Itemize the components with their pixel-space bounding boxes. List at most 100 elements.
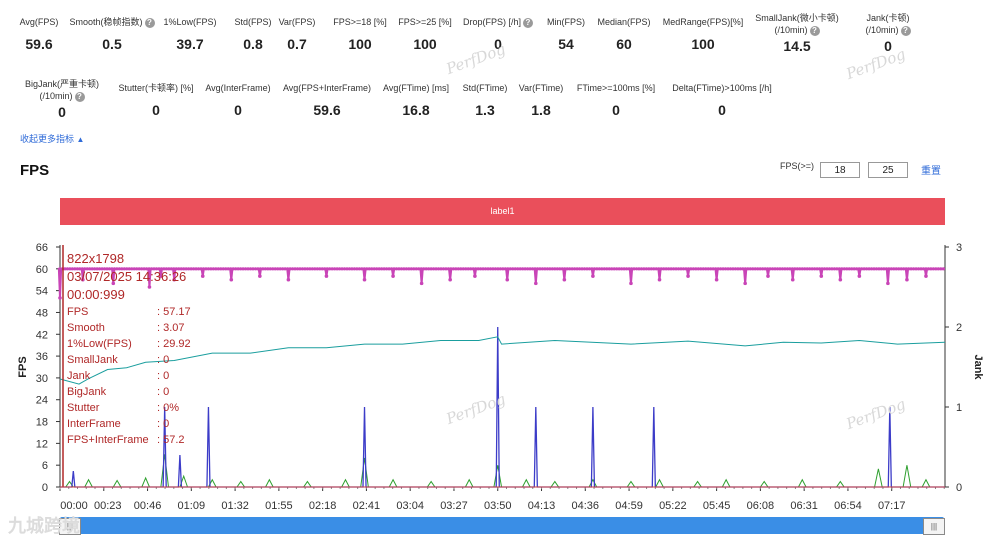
fps-point (142, 267, 146, 271)
y-tick-label: 30 (36, 373, 48, 385)
fps-point (206, 267, 211, 271)
fps-dip-point (200, 274, 205, 278)
fps-point (278, 267, 282, 271)
y-tick-label: 36 (36, 351, 48, 363)
fps-point (444, 267, 448, 271)
scroll-handle-right[interactable]: ||| (923, 518, 945, 535)
help-icon[interactable]: ? (900, 25, 911, 36)
fps-dip-point (790, 277, 795, 282)
metric-var-fps: Var(FPS) 0.7 (237, 12, 357, 52)
label-band[interactable]: label1 (60, 198, 945, 225)
fps-dip-point (229, 277, 234, 282)
collapse-metrics-link[interactable]: 收起更多指标 ▲ (20, 132, 84, 145)
fps-point (808, 267, 812, 271)
fps-point (300, 267, 305, 271)
fps-point (503, 267, 507, 271)
fps-point (219, 267, 223, 271)
fps-point (884, 267, 888, 271)
fps-point (466, 267, 470, 271)
fps-point (907, 267, 911, 271)
fps-point (298, 267, 302, 271)
fps-point (397, 267, 401, 271)
series-smooth (60, 454, 945, 488)
fps-dip-point (391, 274, 395, 278)
fps-point (553, 267, 557, 271)
fps-point (706, 267, 710, 271)
fps-point (530, 267, 535, 271)
fps-point (239, 267, 243, 271)
x-tick-label: 00:46 (134, 500, 162, 512)
threshold-low-input[interactable] (820, 162, 860, 178)
metric-bigjank: BigJank(严重卡顿) (/10min)? 0 (2, 78, 122, 120)
help-icon[interactable]: ? (144, 17, 155, 28)
fps-dip-point (857, 274, 862, 278)
fps-point (533, 267, 537, 271)
fps-point (694, 267, 698, 271)
fps-point (624, 267, 629, 271)
fps-point (627, 267, 631, 271)
fps-point (526, 267, 530, 271)
fps-point (827, 267, 832, 271)
fps-point (825, 267, 829, 271)
fps-point (187, 267, 191, 271)
timeline-scrollbar[interactable] (60, 517, 944, 534)
fps-point (454, 267, 458, 271)
x-tick-label: 04:36 (572, 500, 600, 512)
x-tick-label: 05:45 (703, 500, 731, 512)
fps-point (929, 267, 933, 271)
metric-fps-18: FPS>=18 [%] 100 (300, 12, 420, 52)
fps-point (805, 267, 809, 271)
fps-point (224, 267, 228, 271)
fps-point (736, 267, 740, 271)
fps-point (934, 267, 938, 271)
fps-point (882, 267, 886, 271)
fps-point (221, 267, 225, 271)
fps-point (783, 267, 787, 271)
metric-label: MedRange(FPS)[%] (662, 17, 744, 27)
fps-point (793, 267, 797, 271)
threshold-high-input[interactable] (868, 162, 908, 178)
help-icon[interactable]: ? (74, 91, 85, 102)
metric-median-fps: Median(FPS) 60 (564, 12, 684, 52)
fps-point (132, 267, 136, 271)
fps-point (904, 267, 908, 271)
help-icon[interactable]: ? (809, 25, 820, 36)
fps-point (214, 267, 218, 271)
fps-dip-point (58, 296, 62, 300)
fps-point (209, 267, 213, 271)
help-icon[interactable]: ? (523, 17, 533, 28)
fps-point (617, 267, 621, 271)
fps-point (355, 267, 359, 271)
fps-point (644, 267, 648, 271)
fps-point (157, 267, 161, 271)
tooltip-row: Smooth: 3.07 (67, 322, 185, 334)
fps-point (716, 267, 720, 271)
fps-point (380, 267, 384, 271)
fps-point (701, 267, 705, 271)
metric-label: Min(FPS) (547, 17, 585, 27)
fps-point (610, 267, 614, 271)
fps-point (862, 267, 866, 271)
fps-point (600, 267, 604, 271)
fps-point (832, 267, 837, 271)
fps-point (451, 267, 455, 271)
fps-point (939, 267, 943, 271)
fps-point (483, 267, 488, 271)
fps-point (404, 267, 408, 271)
fps-point (790, 267, 794, 271)
fps-point (372, 267, 376, 271)
tooltip-row: FPS: 57.17 (67, 306, 191, 318)
scroll-handle-left[interactable]: ||| (59, 518, 81, 535)
metric-label: Jank(卡顿) (/10min)? (865, 13, 911, 36)
fps-point (167, 267, 171, 271)
fps-point (914, 267, 918, 271)
fps-point (817, 267, 822, 271)
fps-point (70, 267, 74, 271)
metric-value: 59.6 (313, 102, 341, 118)
fps-point (850, 267, 854, 271)
reset-button[interactable]: 重置 (921, 166, 941, 177)
fps-dip-point (766, 274, 770, 278)
fps-point (501, 267, 505, 271)
metric-value: 0.7 (287, 36, 307, 52)
